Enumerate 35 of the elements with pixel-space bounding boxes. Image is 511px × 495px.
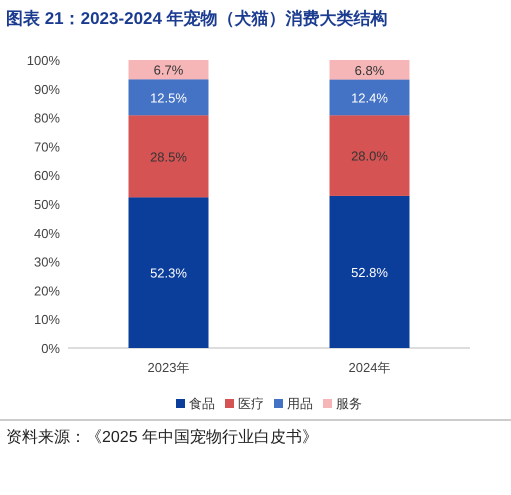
- bar: [128, 115, 208, 198]
- legend-label: 服务: [336, 396, 362, 411]
- y-tick-label: 40%: [34, 226, 60, 241]
- bar: [128, 60, 208, 80]
- y-tick-label: 70%: [34, 139, 60, 154]
- y-tick-label: 90%: [34, 82, 60, 97]
- chart-title: 图表 21：2023-2024 年宠物（犬猫）消费大类结构: [6, 9, 388, 28]
- bar: [330, 196, 410, 348]
- bar: [330, 80, 410, 116]
- data-label: 28.0%: [351, 148, 388, 164]
- bar: [330, 60, 410, 80]
- data-label: 12.5%: [150, 90, 188, 106]
- data-label: 6.8%: [354, 62, 385, 78]
- data-label: 52.3%: [150, 266, 188, 281]
- legend-label: 食品: [189, 396, 215, 411]
- data-label: 28.5%: [150, 149, 188, 164]
- y-tick-label: 10%: [34, 312, 60, 328]
- bar: [128, 79, 208, 116]
- y-tick-label: 50%: [34, 197, 60, 212]
- data-label: 52.8%: [351, 264, 388, 280]
- y-tick-label: 80%: [34, 110, 60, 126]
- legend-label: 用品: [287, 396, 313, 411]
- y-tick-label: 30%: [34, 254, 60, 270]
- y-tick-label: 20%: [34, 283, 60, 298]
- y-tick-label: 60%: [34, 168, 60, 184]
- legend-label: 医疗: [238, 396, 264, 411]
- bar: [330, 115, 410, 196]
- bar: [128, 197, 208, 348]
- x-tick-label: 2024年: [348, 360, 390, 375]
- y-tick-label: 0%: [41, 341, 60, 356]
- data-label: 12.4%: [351, 90, 388, 106]
- text: 资料来源：《2025 年中国宠物行业白皮书》: [6, 428, 318, 446]
- y-tick-label: 100%: [26, 53, 60, 68]
- x-tick-label: 2023年: [148, 360, 190, 375]
- data-label: 6.7%: [154, 62, 184, 78]
